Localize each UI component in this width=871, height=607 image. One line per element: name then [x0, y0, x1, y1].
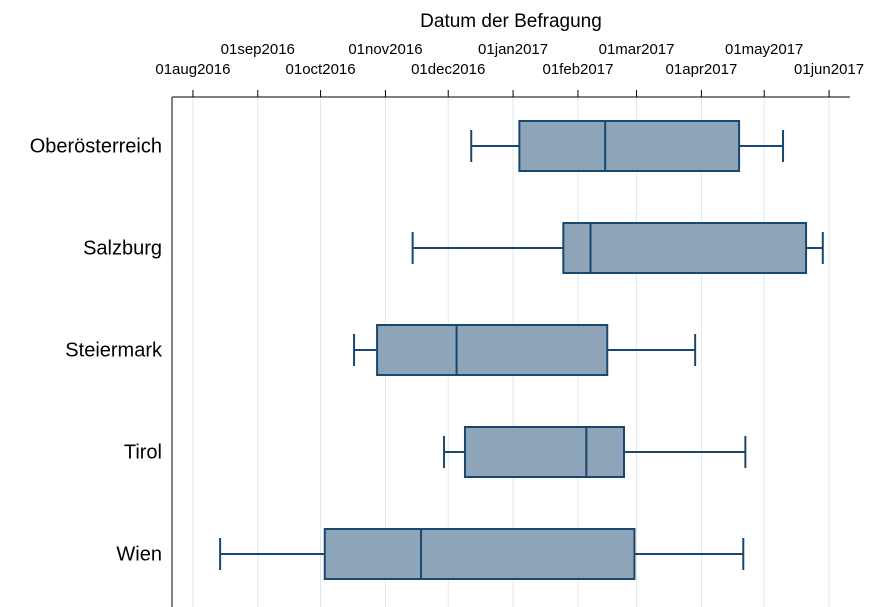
x-tick-label: 01oct2016	[286, 61, 356, 78]
x-tick-label: 01feb2017	[543, 61, 614, 78]
y-tick-label: Steiermark	[65, 339, 163, 361]
x-tick-label: 01dec2016	[411, 61, 485, 78]
y-tick-label: Oberösterreich	[30, 135, 162, 157]
x-tick-label: 01mar2017	[599, 41, 675, 58]
y-tick-label: Tirol	[124, 441, 162, 463]
box	[518, 120, 741, 172]
x-tick-label: 01aug2016	[155, 61, 230, 78]
x-tick-label: 01sep2016	[221, 41, 295, 58]
box	[562, 222, 808, 274]
axis-title: Datum der Befragung	[420, 11, 602, 32]
x-tick-label: 01nov2016	[348, 41, 422, 58]
box	[323, 528, 636, 580]
x-tick-label: 01may2017	[725, 41, 803, 58]
x-tick-label: 01jun2017	[794, 61, 864, 78]
y-tick-label: Salzburg	[83, 237, 162, 259]
x-tick-label: 01apr2017	[666, 61, 738, 78]
y-tick-label: Wien	[116, 543, 162, 565]
x-tick-label: 01jan2017	[478, 41, 548, 58]
box	[463, 426, 625, 478]
box	[376, 324, 609, 376]
